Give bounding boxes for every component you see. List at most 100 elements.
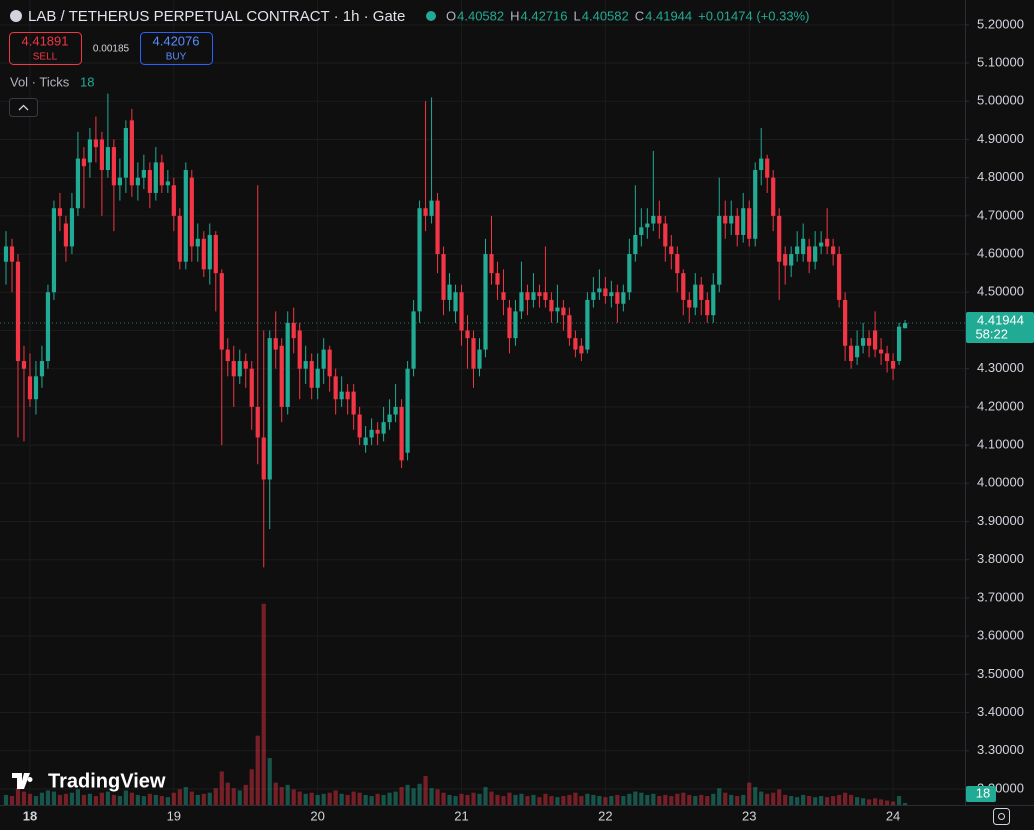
- volume-bar: [663, 794, 668, 805]
- candle-body: [219, 273, 224, 350]
- volume-bar: [819, 796, 824, 805]
- volume-bar: [795, 797, 800, 805]
- candle-body: [477, 349, 482, 369]
- candle-body: [333, 376, 338, 400]
- y-tick-label: 5.10000: [977, 54, 1024, 69]
- settings-button[interactable]: [993, 808, 1010, 825]
- candle-body: [777, 215, 782, 262]
- candle-body: [513, 311, 518, 339]
- candle-body: [147, 170, 152, 193]
- candle-body: [63, 223, 69, 247]
- volume-bar: [219, 771, 224, 805]
- collapse-button[interactable]: [9, 98, 38, 117]
- candle-body: [471, 338, 476, 369]
- volume-bar: [561, 796, 566, 805]
- sell-button[interactable]: [9, 32, 82, 65]
- volume-bar: [327, 792, 332, 805]
- volume-bar: [783, 794, 788, 805]
- candle-body: [651, 215, 656, 224]
- symbol-title[interactable]: LAB / TETHERUS PERPETUAL CONTRACT · 1h ·…: [28, 8, 405, 25]
- buy-price[interactable]: 4.42076: [153, 33, 200, 48]
- volume-bar: [93, 796, 98, 805]
- volume-bar: [69, 792, 75, 805]
- ohlc-value: 4.42716: [521, 8, 568, 23]
- volume-bar: [615, 794, 620, 805]
- sell-label[interactable]: SELL: [33, 52, 58, 63]
- candle-body: [171, 185, 176, 216]
- volume-bar: [267, 758, 272, 805]
- candle-body: [849, 345, 854, 362]
- candle-body: [609, 292, 614, 297]
- volume-bar: [99, 792, 104, 805]
- y-tick-label: 3.70000: [977, 589, 1024, 604]
- x-tick-label: 23: [742, 808, 756, 823]
- volume-bar: [405, 784, 410, 805]
- candle-body: [687, 299, 692, 308]
- candle-body: [537, 292, 542, 297]
- candle-body: [297, 330, 302, 369]
- volume-bar: [399, 787, 404, 805]
- volume-bar: [861, 798, 866, 805]
- sell-price[interactable]: 4.41891: [22, 33, 69, 48]
- candle-body: [843, 299, 848, 346]
- volume-bar: [789, 796, 794, 805]
- settings-icon[interactable]: [998, 813, 1005, 820]
- volume-bar: [213, 788, 218, 805]
- volume-bar: [393, 791, 398, 805]
- ohlc-legend: O 4.40582 H 4.42716 L 4.40582 C 4.41944 +0.01474…: [446, 8, 809, 23]
- volume-bar: [741, 794, 746, 805]
- candle-body: [759, 158, 764, 171]
- candle-body: [705, 299, 710, 316]
- x-tick-label: 19: [167, 808, 181, 823]
- collapse-icon[interactable]: [18, 104, 29, 111]
- candle-body: [261, 437, 266, 480]
- volume-bar: [381, 794, 386, 805]
- candle-body: [573, 338, 578, 350]
- y-tick-label: 4.80000: [977, 169, 1024, 184]
- y-tick-label: 3.90000: [977, 513, 1024, 528]
- ohlc-value: 4.41944: [645, 8, 692, 23]
- candle-body: [183, 170, 188, 262]
- candle-body: [621, 292, 626, 304]
- volume-bar: [423, 775, 428, 805]
- buy-label[interactable]: BUY: [166, 52, 187, 63]
- candle-body: [543, 292, 548, 300]
- volume-bar: [705, 796, 710, 805]
- volume-bar: [501, 796, 506, 805]
- volume-bar: [15, 788, 21, 805]
- volume-bar: [531, 794, 536, 805]
- candle-body: [753, 170, 758, 239]
- volume-bar: [333, 790, 338, 805]
- volume-bar: [231, 788, 236, 805]
- candle-body: [15, 261, 21, 362]
- candle-body: [303, 361, 308, 369]
- volume-bar: [639, 792, 644, 805]
- candle-body: [21, 361, 27, 369]
- y-tick-label: 3.50000: [977, 666, 1024, 681]
- volume-bar: [843, 792, 848, 805]
- volume-bar: [753, 787, 758, 805]
- candle-body: [315, 368, 320, 388]
- volume-bar: [255, 735, 260, 805]
- price-tag-value: 4.41944: [977, 312, 1024, 327]
- volume-bar: [273, 782, 278, 805]
- volume-bar: [75, 789, 81, 805]
- ohlc-key: H: [510, 8, 519, 23]
- volume-bar: [735, 796, 740, 805]
- volume-bar: [549, 796, 554, 805]
- volume-bar: [483, 787, 488, 805]
- candle-body: [213, 234, 218, 274]
- volume-title: Vol · Ticks: [10, 74, 70, 89]
- volume-bar: [453, 796, 458, 805]
- y-tick-label: 4.10000: [977, 437, 1024, 452]
- candle-body: [3, 246, 9, 262]
- candle-body: [309, 361, 314, 388]
- candle-body: [795, 246, 800, 255]
- buy-button[interactable]: [140, 32, 213, 65]
- candle-body: [357, 414, 362, 438]
- volume-bar: [249, 769, 254, 805]
- candle-body: [741, 208, 746, 235]
- symbol-icon[interactable]: [10, 10, 22, 22]
- y-tick-label: 3.30000: [977, 742, 1024, 757]
- volume-bar: [3, 794, 9, 805]
